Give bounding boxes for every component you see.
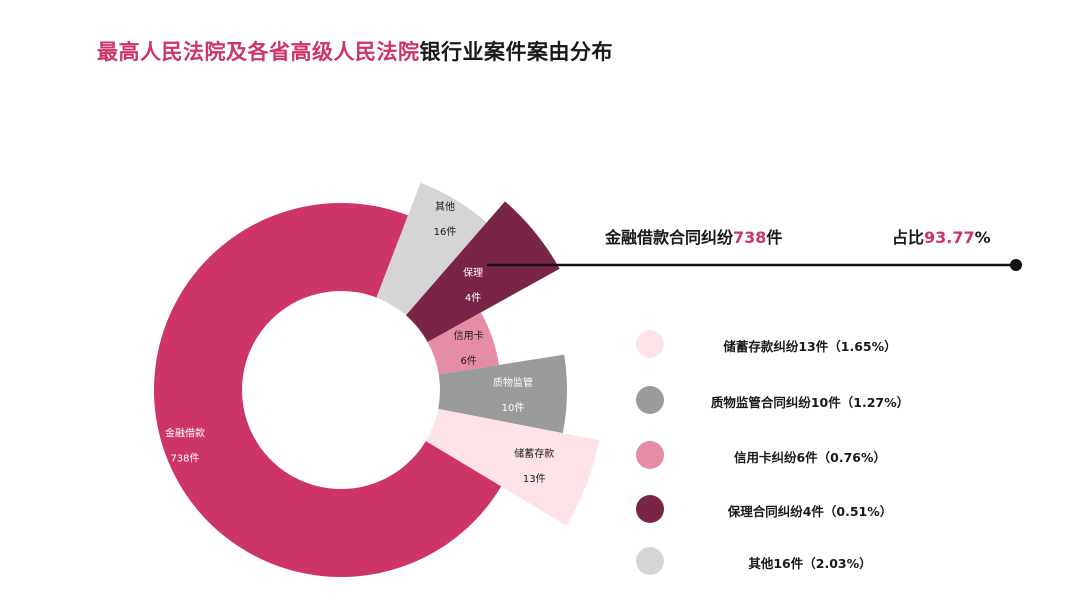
slice-label-name-0: 金融借款 (165, 427, 205, 440)
legend-item-credit-card: 信用卡纠纷6件（0.76%） (630, 438, 950, 472)
callout-end-dot (1010, 259, 1022, 271)
legend-item-savings-deposit: 储蓄存款纠纷13件（1.65%） (630, 327, 950, 361)
callout-pct-prefix: 占比 (892, 228, 925, 247)
callout-pct-suffix: % (974, 228, 991, 247)
callout-pct-value: 93.77 (924, 228, 975, 247)
legend-swatch (636, 386, 664, 414)
legend-item-other: 其他16件（2.03%） (630, 544, 950, 578)
slice-label-name-1: 其他 (435, 200, 455, 213)
slice-label-count-1: 16件 (434, 226, 457, 238)
slice-5 (425, 408, 600, 526)
legend-swatch (636, 330, 664, 358)
legend-swatch (636, 547, 664, 575)
legend-swatch (636, 495, 664, 523)
chart-title: 最高人民法院及各省高级人民法院银行业案件案由分布 (97, 36, 613, 66)
callout-label-suffix: 件 (766, 228, 783, 247)
callout-label-value: 738 (733, 228, 767, 247)
callout-label-prefix: 金融借款合同纠纷 (605, 228, 734, 247)
slice-2 (405, 201, 560, 343)
slice-label-name-2: 保理 (463, 266, 483, 279)
legend-label: 信用卡纠纷6件（0.76%） (733, 450, 887, 465)
legend-item-factoring: 保理合同纠纷4件（0.51%） (630, 492, 950, 526)
legend-item-pledge-supervision: 质物监管合同纠纷10件（1.27%） (630, 383, 950, 417)
slice-label-count-4: 10件 (502, 402, 525, 414)
slice-label-name-4: 质物监管 (493, 376, 533, 389)
slice-label-name-5: 储蓄存款 (514, 447, 554, 460)
slice-label-count-0: 738件 (170, 453, 199, 465)
slice-label-name-3: 信用卡 (454, 329, 484, 342)
slice-0 (154, 203, 502, 578)
chart-title-rest: 银行业案件案由分布 (419, 40, 613, 64)
legend-label: 质物监管合同纠纷10件（1.27%） (710, 395, 910, 410)
slice-label-count-2: 4件 (465, 292, 481, 304)
chart-title-highlight: 最高人民法院及各省高级人民法院 (97, 40, 420, 64)
slice-label-count-5: 13件 (523, 473, 546, 485)
callout-percentage: 占比93.77% (892, 224, 991, 248)
legend-label: 储蓄存款纠纷13件（1.65%） (723, 339, 897, 354)
legend-label: 保理合同纠纷4件（0.51%） (727, 504, 893, 519)
donut-slices (154, 182, 600, 578)
slice-1 (376, 182, 487, 316)
slice-4 (438, 354, 567, 434)
slice-3 (427, 312, 500, 375)
slice-label-count-3: 6件 (460, 355, 476, 367)
legend-swatch (636, 441, 664, 469)
callout-label: 金融借款合同纠纷738件 (605, 224, 782, 248)
legend-label: 其他16件（2.03%） (748, 556, 872, 571)
